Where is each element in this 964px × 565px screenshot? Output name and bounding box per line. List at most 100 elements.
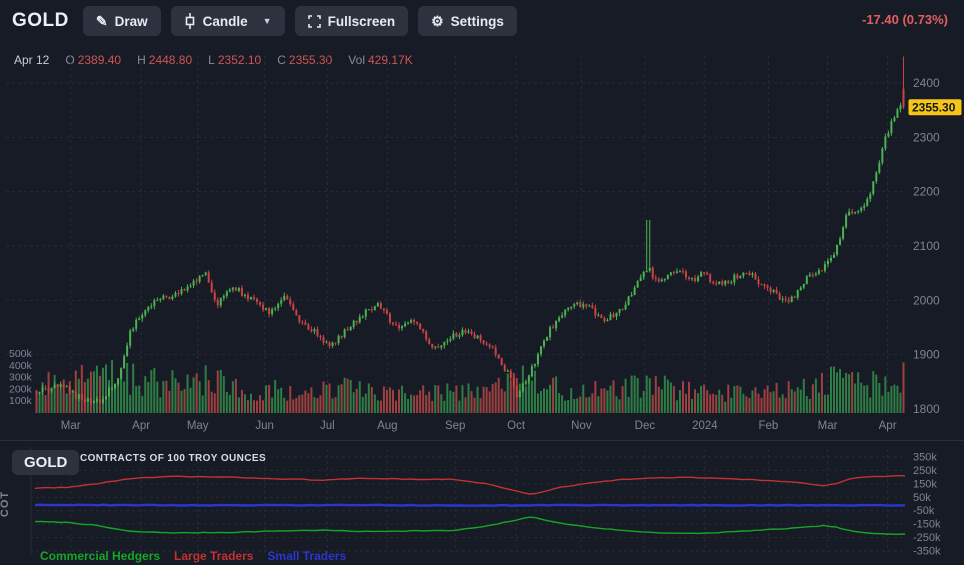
candle-body bbox=[730, 282, 733, 284]
volume-bar bbox=[319, 395, 322, 413]
candle-body bbox=[325, 342, 328, 344]
candle-body bbox=[509, 370, 512, 379]
volume-bar bbox=[760, 397, 763, 413]
candle-body bbox=[216, 299, 219, 306]
candle-body bbox=[373, 306, 376, 311]
volume-bar bbox=[289, 385, 292, 413]
volume-field: Vol 429.17K bbox=[348, 53, 412, 67]
candle-body bbox=[727, 280, 730, 283]
volume-bar bbox=[425, 395, 428, 413]
candle-body bbox=[802, 283, 805, 288]
volume-bar bbox=[594, 381, 597, 413]
settings-button[interactable]: ⚙ Settings bbox=[418, 6, 517, 36]
candle-type-button[interactable]: Candle ▼ bbox=[170, 6, 285, 36]
close-label: C bbox=[277, 53, 286, 67]
candle-wick bbox=[319, 334, 321, 341]
candle-body bbox=[672, 272, 675, 274]
volume-bar bbox=[62, 379, 65, 413]
candle-body bbox=[630, 294, 633, 297]
candle-body bbox=[38, 391, 41, 394]
candle-body bbox=[394, 324, 397, 326]
candle-body bbox=[422, 329, 425, 332]
candle-body bbox=[576, 302, 579, 305]
candle-wick bbox=[486, 341, 488, 347]
candle-body bbox=[228, 289, 231, 292]
candle-body bbox=[621, 309, 624, 311]
volume-bar bbox=[419, 390, 422, 413]
volume-bar bbox=[98, 375, 101, 413]
cot-series-commercial-hedgers bbox=[34, 516, 906, 536]
volume-bar bbox=[681, 381, 684, 413]
candle-body bbox=[108, 388, 111, 397]
volume-bar bbox=[407, 399, 410, 413]
legend-item-small-traders[interactable]: Small Traders bbox=[267, 549, 347, 563]
volume-bar bbox=[44, 395, 47, 413]
candle-body bbox=[603, 317, 606, 322]
candle-body bbox=[168, 296, 171, 300]
volume-bar bbox=[443, 400, 446, 413]
candle-body bbox=[198, 275, 201, 282]
volume-bar bbox=[156, 381, 159, 413]
candle-body bbox=[425, 331, 428, 340]
candle-body bbox=[150, 305, 153, 307]
volume-bar bbox=[35, 389, 38, 413]
candle-body bbox=[189, 285, 192, 287]
volume-bar bbox=[561, 395, 564, 413]
volume-bar bbox=[283, 397, 286, 413]
volume-bar bbox=[642, 390, 645, 413]
volume-bar bbox=[413, 395, 416, 413]
candle-body bbox=[156, 299, 159, 301]
fullscreen-button[interactable]: Fullscreen bbox=[294, 6, 409, 36]
x-axis-tick: Feb bbox=[758, 420, 778, 432]
volume-bar bbox=[857, 372, 860, 413]
candle-body bbox=[35, 391, 38, 394]
candle-body bbox=[660, 279, 663, 282]
volume-bar bbox=[50, 390, 53, 413]
volume-bar bbox=[171, 370, 174, 413]
candle-body bbox=[192, 280, 195, 286]
candle-body bbox=[500, 358, 503, 365]
volume-bar bbox=[86, 378, 89, 413]
candle-body bbox=[56, 384, 59, 388]
volume-bar bbox=[588, 396, 591, 413]
volume-bar bbox=[820, 373, 823, 413]
candle-body bbox=[213, 292, 216, 300]
candle-body bbox=[407, 322, 410, 324]
volume-bar bbox=[851, 372, 854, 413]
volume-value: 429.17K bbox=[367, 53, 413, 67]
volume-bar bbox=[240, 389, 243, 413]
candle-body bbox=[47, 388, 50, 392]
volume-bar bbox=[446, 383, 449, 413]
volume-bar bbox=[509, 380, 512, 413]
volume-bar bbox=[591, 393, 594, 413]
candle-body bbox=[497, 354, 500, 359]
volume-bar bbox=[552, 377, 555, 413]
candle-body bbox=[494, 347, 497, 355]
candle-body bbox=[763, 284, 766, 287]
volume-bar bbox=[253, 400, 256, 413]
volume-bar bbox=[198, 381, 201, 413]
low-field: L 2352.10 bbox=[208, 53, 261, 67]
volume-bar bbox=[703, 384, 706, 413]
volume-bar bbox=[274, 380, 277, 413]
candle-body bbox=[222, 295, 225, 298]
volume-bar bbox=[292, 399, 295, 413]
candle-body bbox=[491, 346, 494, 348]
volume-bar bbox=[126, 363, 129, 413]
candle-body bbox=[162, 295, 165, 299]
draw-button[interactable]: ✎ Draw bbox=[82, 6, 161, 36]
candle-body bbox=[304, 322, 307, 325]
candle-body bbox=[111, 388, 114, 390]
candle-body bbox=[65, 386, 68, 388]
volume-bar bbox=[527, 374, 530, 413]
volume-bar bbox=[458, 400, 461, 413]
main-price-chart-canvas[interactable]: Mar Apr May Jun Jul Aug Sep Oct Nov Dec 2024 Feb Mar… bbox=[0, 42, 964, 440]
legend-item-commercial-hedgers[interactable]: Commercial Hedgers bbox=[40, 549, 161, 563]
candle-body bbox=[277, 303, 280, 309]
volume-bar bbox=[603, 388, 606, 413]
volume-bar bbox=[71, 389, 74, 413]
volume-axis-tick: 500k bbox=[9, 348, 33, 360]
candle-body bbox=[416, 322, 419, 324]
legend-item-large-traders[interactable]: Large Traders bbox=[174, 549, 254, 563]
